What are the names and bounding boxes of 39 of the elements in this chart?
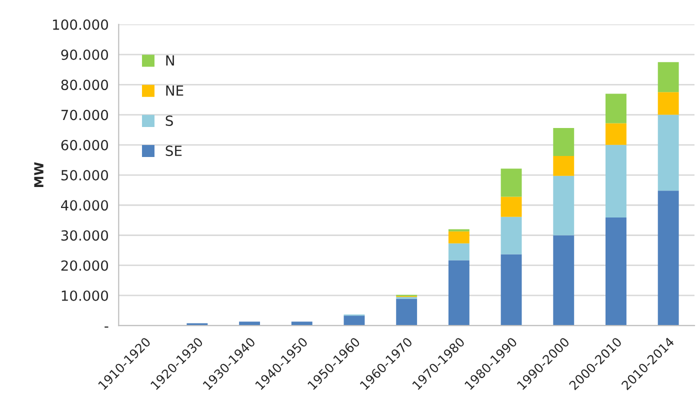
bar: [553, 176, 574, 236]
legend-label: S: [166, 115, 173, 126]
bar: [396, 298, 418, 326]
y-tick-label: 90.000: [61, 50, 108, 60]
y-tick-label: 70.000: [61, 110, 108, 120]
y-tick-label: -: [104, 326, 108, 328]
legend-label: SE: [166, 146, 182, 156]
y-tick-label: 40.000: [61, 200, 108, 211]
y-tick-label: 30.000: [61, 230, 108, 241]
bar: [448, 260, 470, 326]
bar: [500, 216, 522, 254]
bar: [658, 92, 679, 115]
bar: [500, 168, 522, 197]
legend-label: N: [166, 55, 174, 66]
bar: [658, 62, 679, 92]
bar: [239, 322, 260, 326]
y-axis-title: MW: [34, 162, 44, 187]
bar: [606, 144, 626, 218]
bar: [448, 243, 470, 260]
y-tick-label: 80.000: [61, 80, 108, 90]
y-tick-label: 60.000: [61, 140, 108, 150]
bar: [553, 128, 574, 156]
bar: [606, 217, 626, 326]
y-tick-label: 100.000: [53, 19, 108, 30]
bar: [500, 254, 522, 326]
bar: [553, 235, 574, 326]
bar: [291, 322, 312, 326]
bar: [658, 190, 679, 326]
y-tick-label: 10.000: [62, 290, 108, 301]
y-tick-label: 50.000: [61, 170, 108, 180]
bar: [500, 196, 522, 217]
bar: [553, 156, 574, 176]
y-tick-label: 20.000: [61, 260, 108, 271]
bar: [606, 123, 626, 145]
bar: [606, 94, 626, 124]
bar: [658, 114, 679, 191]
bar: [448, 231, 470, 244]
bar: [344, 316, 365, 326]
legend-label: NE: [166, 86, 184, 96]
